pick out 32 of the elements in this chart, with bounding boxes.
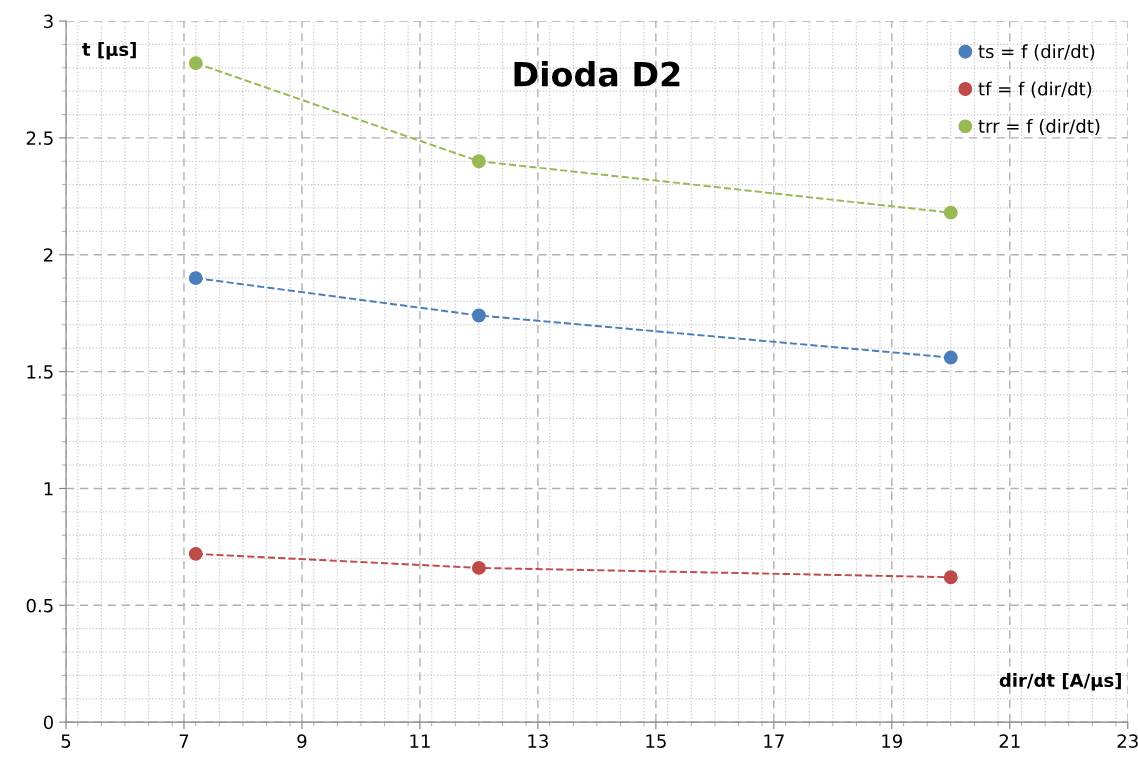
x-axis-title: dir/dt [A/µs] bbox=[999, 673, 1121, 691]
x-tick-label: 7 bbox=[179, 734, 189, 748]
point bbox=[471, 560, 486, 575]
x-tick-label: 5 bbox=[61, 734, 71, 748]
y-tick-label: 1.5 bbox=[27, 365, 53, 379]
x-tick-label: 11 bbox=[410, 734, 430, 748]
y-tick-label: 2.5 bbox=[26, 131, 53, 145]
point bbox=[943, 570, 958, 585]
y-tick-label: 0.5 bbox=[26, 598, 53, 613]
legend-label: tf = f (dir/dt) bbox=[978, 81, 1092, 98]
x-tick-label: 23 bbox=[1117, 734, 1138, 748]
x-tick-label: 9 bbox=[297, 734, 307, 748]
y-tick-label: 1 bbox=[44, 482, 53, 496]
point bbox=[188, 56, 203, 71]
text: Dioda D2 bbox=[514, 60, 680, 87]
x-tick-label: 21 bbox=[999, 734, 1020, 748]
point bbox=[188, 271, 203, 286]
legend-label: ts = f (dir/dt) bbox=[978, 44, 1095, 61]
y-axis-title: t [µs] bbox=[82, 42, 136, 60]
point bbox=[188, 546, 203, 561]
y-tick-label: 0 bbox=[43, 715, 53, 730]
x-tick-label: 17 bbox=[764, 734, 784, 748]
y-tick-label: 3 bbox=[44, 14, 53, 29]
y-tick-label: 2 bbox=[44, 248, 53, 262]
point bbox=[943, 205, 958, 220]
point bbox=[471, 308, 486, 323]
x-tick-label: 13 bbox=[528, 734, 548, 748]
legend-label: trr = f (dir/dt) bbox=[978, 118, 1100, 136]
x-tick-label: 15 bbox=[646, 734, 666, 748]
x-tick-label: 19 bbox=[882, 734, 903, 748]
point bbox=[471, 154, 486, 169]
point bbox=[943, 350, 958, 365]
